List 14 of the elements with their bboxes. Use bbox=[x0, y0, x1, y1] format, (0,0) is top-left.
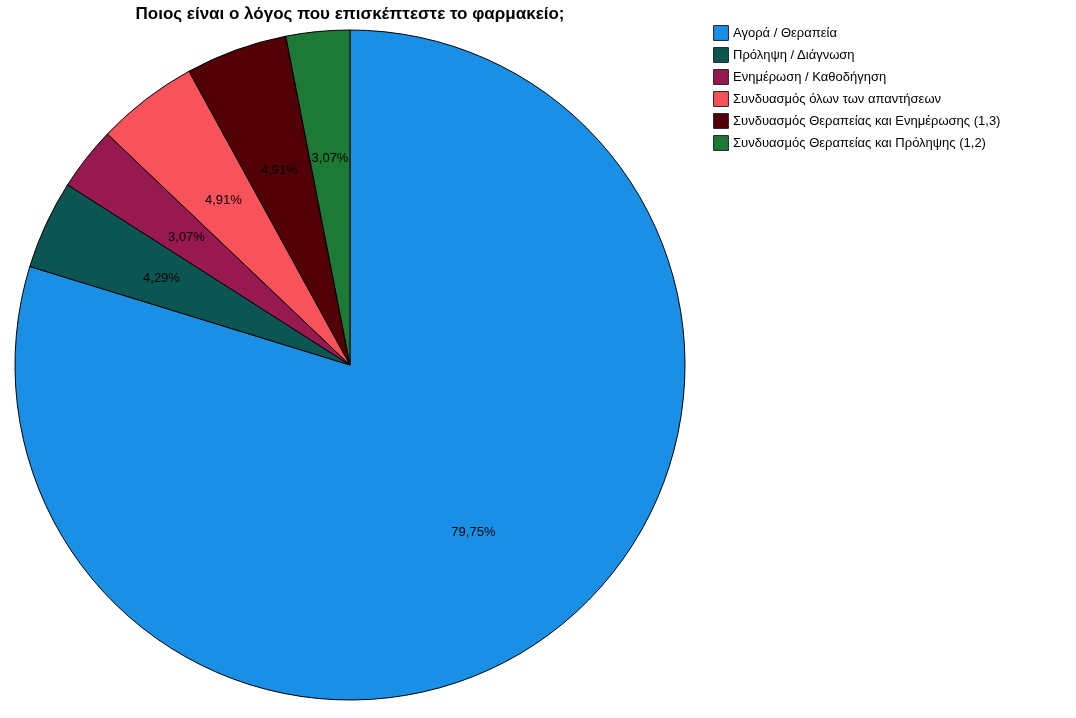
legend-label: Συνδυασμός Θεραπείας και Ενημέρωσης (1,3) bbox=[733, 113, 1001, 128]
data-label: 4,29% bbox=[143, 269, 181, 285]
chart-title: Ποιος είναι ο λόγος που επισκέπτεστε το φαρμακείο; bbox=[135, 4, 565, 23]
legend-label: Πρόληψη / Διάγνωση bbox=[733, 47, 855, 62]
data-label: 4,91% bbox=[260, 161, 299, 177]
data-label: 3,07% bbox=[168, 228, 206, 244]
data-label: 4,91% bbox=[204, 192, 243, 208]
legend-label: Συνδυασμός όλων των απαντήσεων bbox=[733, 91, 942, 106]
legend-label: Συνδυασμός Θεραπείας και Πρόληψης (1,2) bbox=[733, 135, 986, 150]
pie-slice bbox=[14, 29, 686, 700]
legend-label: Ενημέρωση / Καθοδήγηση bbox=[733, 69, 887, 84]
data-label: 79,75% bbox=[451, 524, 496, 540]
data-label: 3,07% bbox=[311, 150, 349, 166]
legend-label: Αγορά / Θεραπεία bbox=[733, 25, 838, 40]
